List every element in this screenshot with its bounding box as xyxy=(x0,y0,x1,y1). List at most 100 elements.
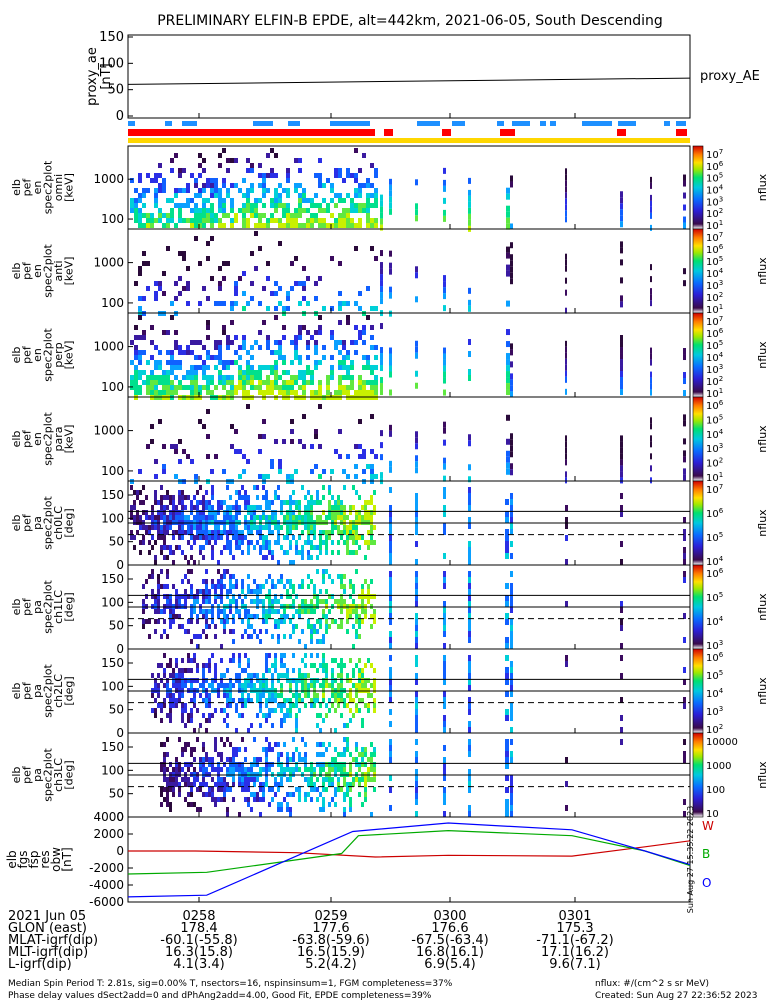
flux-cell xyxy=(220,530,223,535)
flux-cell xyxy=(271,599,274,604)
flux-cell xyxy=(292,792,295,797)
flux-spike xyxy=(650,212,652,219)
flux-cell xyxy=(196,644,199,649)
flux-cell xyxy=(234,218,238,223)
flux-cell xyxy=(150,325,154,330)
flux-cell xyxy=(232,594,235,599)
flux-cell xyxy=(361,777,364,782)
flux-cell xyxy=(218,350,222,355)
flux-cell xyxy=(235,525,238,530)
flux-cell xyxy=(247,624,250,629)
flux-spike xyxy=(468,583,471,589)
flux-cell xyxy=(337,505,340,510)
flux-cell xyxy=(331,673,334,678)
flux-cell xyxy=(187,718,190,723)
flux-cell xyxy=(338,168,342,173)
flux-spike xyxy=(505,763,509,769)
flux-cell xyxy=(355,708,358,713)
flux-cell xyxy=(154,198,158,203)
ytick-label: 100 xyxy=(101,296,124,310)
flux-cell xyxy=(319,728,322,733)
flux-cell xyxy=(217,500,220,505)
flux-spike xyxy=(468,350,471,357)
flux-cell xyxy=(244,782,247,787)
flux-cell xyxy=(220,767,223,772)
flux-cell xyxy=(242,370,246,375)
flux-cell xyxy=(271,693,274,698)
flux-cell xyxy=(250,762,253,767)
flux-cell xyxy=(178,213,182,218)
flux-cell xyxy=(250,203,254,208)
flux-cell xyxy=(282,325,286,330)
flux-spike xyxy=(389,601,392,607)
flux-cell xyxy=(205,678,208,683)
flux-cell xyxy=(294,213,298,218)
flux-cell xyxy=(364,752,367,757)
flux-cell xyxy=(340,594,343,599)
flux-cell xyxy=(246,390,250,395)
flux-spike xyxy=(505,799,509,805)
flux-cell xyxy=(342,375,346,380)
flux-spike xyxy=(683,354,686,361)
colorbar-tick-label: 104 xyxy=(706,555,724,568)
flux-cell xyxy=(134,345,138,350)
flux-cell xyxy=(222,183,226,188)
flux-spike xyxy=(468,476,471,483)
flux-spike xyxy=(683,529,686,535)
flux-cell xyxy=(301,530,304,535)
flux-cell xyxy=(274,668,277,673)
flux-spike xyxy=(380,377,383,384)
flux-cell xyxy=(349,762,352,767)
flux-cell xyxy=(259,708,262,713)
flux-cell xyxy=(246,301,250,306)
flux-cell xyxy=(346,213,350,218)
flux-spike xyxy=(389,697,392,703)
flux-cell xyxy=(223,777,226,782)
flux-cell xyxy=(289,515,292,520)
flux-cell xyxy=(286,296,290,301)
flux-cell xyxy=(310,469,314,474)
flux-spike xyxy=(620,301,623,308)
flux-cell xyxy=(286,203,290,208)
flux-cell xyxy=(278,355,282,360)
flux-cell xyxy=(280,777,283,782)
flux-cell xyxy=(325,569,328,574)
flux-cell xyxy=(318,203,322,208)
flux-cell xyxy=(322,634,325,639)
flux-cell xyxy=(218,198,222,203)
flux-spike xyxy=(565,655,568,661)
flux-cell xyxy=(274,385,278,390)
flux-cell xyxy=(170,213,174,218)
flux-spike xyxy=(389,709,392,715)
flux-cell xyxy=(346,515,349,520)
flux-cell xyxy=(190,584,193,589)
flux-cell xyxy=(244,777,247,782)
flux-cell xyxy=(250,678,253,683)
flux-spike xyxy=(389,631,392,637)
flux-cell xyxy=(205,693,208,698)
flux-spike xyxy=(565,340,567,347)
flux-cell xyxy=(138,385,142,390)
flux-cell xyxy=(313,629,316,634)
flux-cell xyxy=(223,708,226,713)
flux-cell xyxy=(226,380,230,385)
flux-cell xyxy=(170,355,174,360)
flux-cell xyxy=(172,550,175,555)
flux-cell xyxy=(241,703,244,708)
flux-cell xyxy=(151,589,154,594)
flux-cell xyxy=(169,708,172,713)
flux-cell xyxy=(208,530,211,535)
flux-cell xyxy=(277,807,280,812)
flux-cell xyxy=(373,787,376,792)
flux-cell xyxy=(163,510,166,515)
flux-cell xyxy=(194,375,198,380)
flux-cell xyxy=(262,223,266,228)
flux-spike xyxy=(506,329,510,336)
flux-cell xyxy=(230,390,234,395)
flux-cell xyxy=(342,218,346,223)
flux-cell xyxy=(358,535,361,540)
flux-cell xyxy=(358,454,362,459)
flux-cell xyxy=(262,792,265,797)
flux-cell xyxy=(172,683,175,688)
flux-spike xyxy=(415,799,418,805)
